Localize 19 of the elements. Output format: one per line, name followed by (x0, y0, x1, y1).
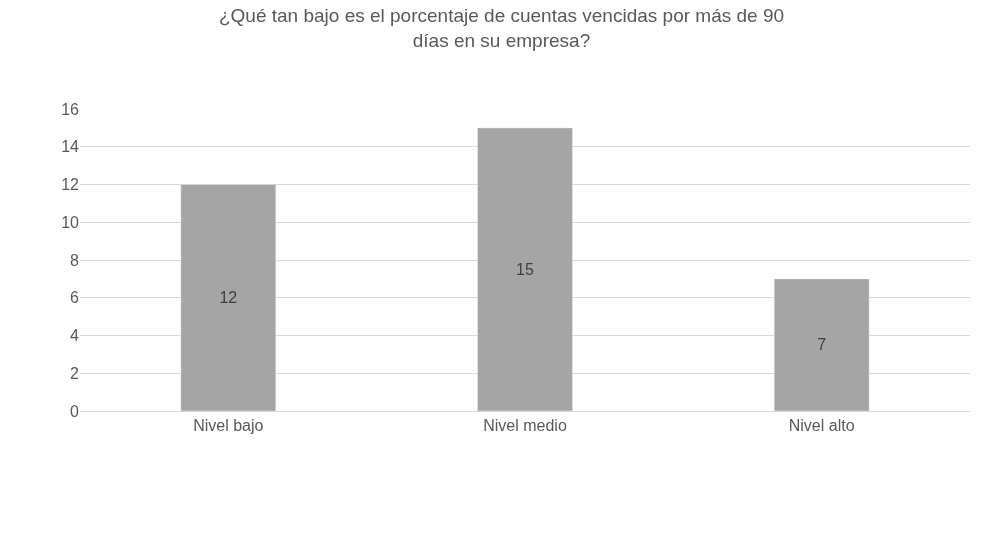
x-tick-label: Nivel bajo (193, 417, 264, 435)
y-tick-label: 4 (70, 327, 80, 345)
x-tick-label: Nivel medio (483, 417, 567, 435)
y-tick-label: 10 (61, 213, 80, 231)
data-label: 15 (516, 260, 534, 278)
x-tick-label: Nivel alto (788, 417, 855, 435)
y-tick-label: 14 (61, 138, 80, 156)
data-label: 7 (817, 336, 827, 354)
y-tick-label: 8 (70, 251, 80, 269)
y-tick-label: 0 (70, 402, 80, 420)
data-label: 12 (219, 289, 238, 307)
y-tick-label: 2 (70, 364, 80, 382)
bar (477, 127, 573, 411)
bar (180, 184, 277, 411)
y-tick-label: 16 (61, 100, 80, 118)
y-tick-label: 6 (70, 289, 80, 307)
bar (773, 278, 870, 411)
chart-title: ¿Qué tan bajo es el porcentaje de cuentas vencidas por más de 90 días en su empresa? (218, 5, 785, 51)
y-tick-label: 12 (61, 176, 80, 194)
